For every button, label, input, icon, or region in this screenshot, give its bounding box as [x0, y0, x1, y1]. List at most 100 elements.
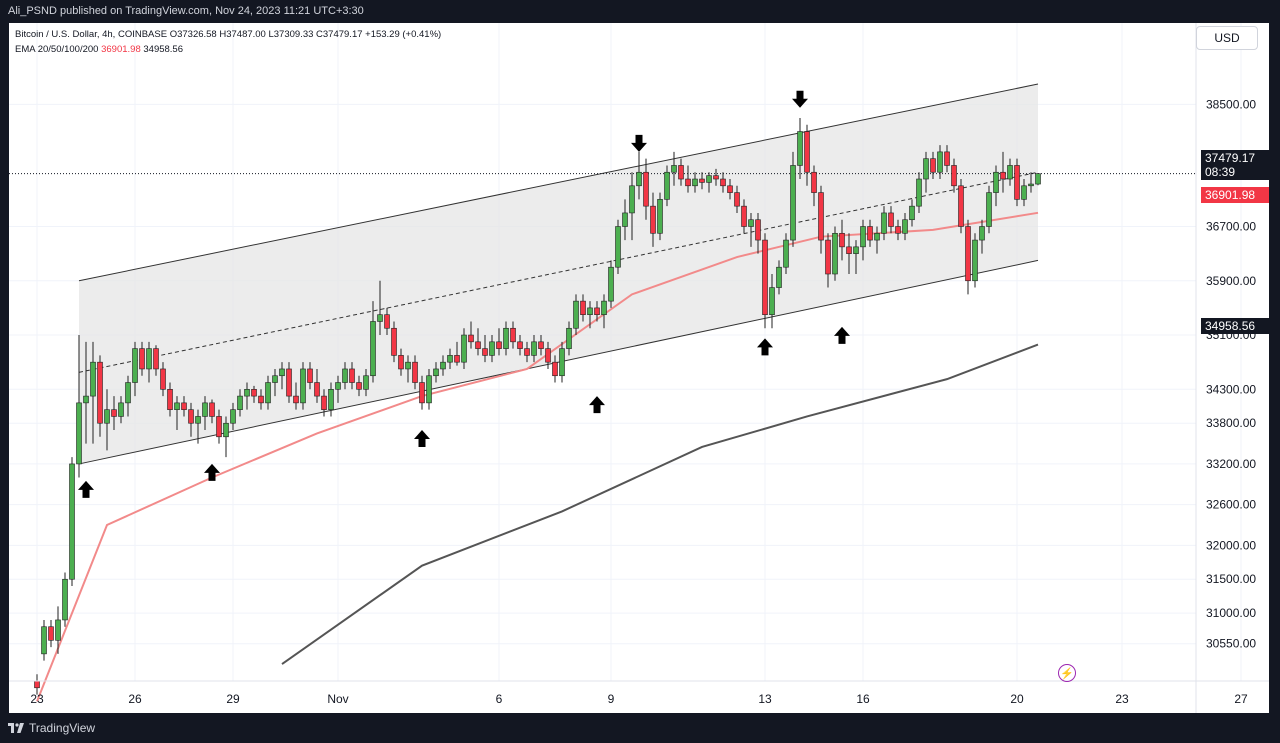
- current-price-value: 37479.17: [1205, 151, 1256, 165]
- candle-body: [874, 232, 880, 241]
- candle-body: [853, 246, 859, 254]
- candle-body: [90, 361, 96, 397]
- candle-body: [720, 178, 726, 187]
- y-tick-label: 35900.00: [1206, 274, 1256, 288]
- candle-body: [97, 361, 103, 424]
- arrow-up-marker: [589, 396, 605, 414]
- candle-body: [699, 178, 705, 183]
- candle-body: [216, 416, 222, 438]
- candle-body: [223, 422, 229, 438]
- candle-body: [769, 287, 775, 315]
- arrow-down-marker: [792, 90, 808, 108]
- x-tick-label: 20: [1010, 692, 1024, 706]
- y-tick-label: 31500.00: [1206, 572, 1256, 586]
- candle-body: [797, 131, 803, 166]
- candle-body: [62, 578, 68, 621]
- candle-body: [867, 226, 873, 241]
- x-tick-label: 16: [856, 692, 870, 706]
- y-tick-label: 33200.00: [1206, 457, 1256, 471]
- candle-body: [482, 348, 488, 356]
- chart-frame[interactable]: 30550.00 31000.00 31500.00 32000.00 32600.00…: [9, 23, 1269, 713]
- candle-body: [545, 348, 551, 363]
- lightning-icon[interactable]: ⚡: [1058, 664, 1076, 682]
- candle-body: [475, 341, 481, 349]
- candle-body: [993, 171, 999, 193]
- candle-body: [811, 171, 817, 193]
- candle-body: [755, 219, 761, 241]
- brand[interactable]: TradingView: [8, 721, 95, 735]
- candle-body: [139, 348, 145, 370]
- candle-body: [118, 402, 124, 417]
- candle-body: [468, 334, 474, 343]
- candle-body: [1021, 185, 1027, 200]
- candle-body: [76, 402, 82, 465]
- channel-upper-line: [78, 83, 1039, 282]
- candle-body: [636, 171, 642, 187]
- candle-body: [622, 212, 628, 227]
- legend-ohlc: O37326.58 H37487.00 L37309.33 C37479.17 …: [169, 29, 442, 40]
- candle-body: [832, 232, 838, 275]
- y-tick-label: 30550.00: [1206, 637, 1256, 651]
- arrow-up-marker: [78, 480, 94, 498]
- candle-body: [727, 185, 733, 193]
- candle-body: [846, 246, 852, 254]
- x-tick-label: 9: [608, 692, 615, 706]
- candle-body: [860, 226, 866, 248]
- candle-body: [790, 165, 796, 241]
- candle-body: [454, 355, 460, 363]
- candle-body: [580, 300, 586, 315]
- candle-body: [426, 375, 432, 404]
- candle-body: [251, 389, 257, 397]
- candle-body: [657, 199, 663, 234]
- candle-body: [986, 192, 992, 227]
- candle-body: [48, 626, 54, 641]
- candle-body: [734, 192, 740, 207]
- legend-symbol: Bitcoin / U.S. Dollar, 4h, COINBASE: [15, 29, 168, 40]
- candle-body: [510, 327, 516, 343]
- price-chart[interactable]: 30550.00 31000.00 31500.00 32000.00 32600.00…: [9, 23, 1269, 713]
- candle-body: [706, 175, 712, 183]
- candle-body: [587, 307, 593, 315]
- legend-ema-line: EMA 20/50/100/200 36901.98 34958.56: [15, 44, 183, 55]
- tradingview-logo-icon: [8, 723, 24, 733]
- candle-body: [41, 626, 47, 655]
- y-tick-label: 32000.00: [1206, 538, 1256, 552]
- ema-slow-line: [281, 343, 1039, 665]
- candle-body: [132, 348, 138, 383]
- legend-ema-value-1: 36901.98: [101, 44, 141, 55]
- candle-body: [965, 226, 971, 282]
- candle-body: [419, 382, 425, 404]
- brand-name: TradingView: [29, 721, 96, 735]
- arrow-up-marker: [204, 463, 220, 481]
- candle-body: [69, 463, 75, 580]
- candle-body: [650, 205, 656, 234]
- candle-body: [314, 382, 320, 397]
- currency-button[interactable]: USD: [1196, 26, 1258, 50]
- candle-body: [1035, 173, 1041, 185]
- channel-mid-line: [78, 171, 1039, 373]
- candle-body: [34, 680, 40, 689]
- x-tick-label: 6: [496, 692, 503, 706]
- candle-body: [930, 158, 936, 173]
- regression-channel: [79, 84, 1038, 464]
- candle-body: [160, 368, 166, 390]
- candle-body: [538, 341, 544, 349]
- candle-body: [573, 300, 579, 329]
- candle-body: [146, 348, 152, 370]
- x-tick-label: 23: [30, 692, 44, 706]
- candle-body: [741, 205, 747, 227]
- arrow-up-marker: [414, 430, 430, 448]
- x-tick-label: 13: [758, 692, 772, 706]
- bar-countdown: 08:39: [1205, 165, 1236, 179]
- candle-body: [258, 395, 264, 404]
- candle-body: [111, 409, 117, 417]
- candle-body: [972, 239, 978, 282]
- current-price-tag: 37479.17 08:39: [1201, 150, 1269, 180]
- publish-bar: Ali_PSND published on TradingView.com, N…: [0, 0, 1280, 22]
- candle-body: [202, 402, 208, 417]
- candle-body: [951, 165, 957, 187]
- y-tick-label: 38500.00: [1206, 97, 1256, 111]
- candle-body: [370, 321, 376, 377]
- candle-body: [594, 307, 600, 315]
- candle-body: [209, 402, 215, 417]
